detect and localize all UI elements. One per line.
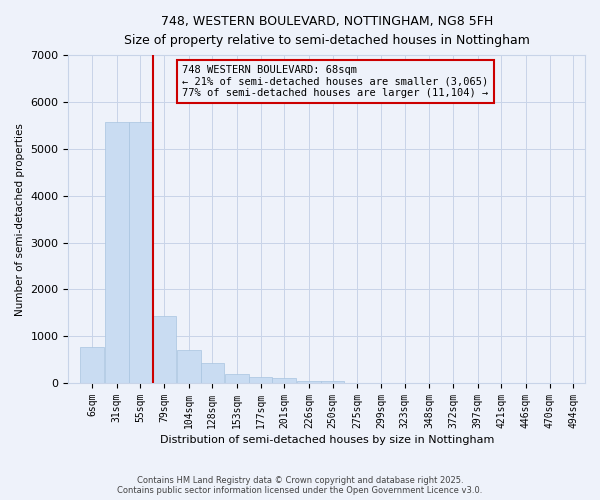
Text: 748 WESTERN BOULEVARD: 68sqm
← 21% of semi-detached houses are smaller (3,065)
7: 748 WESTERN BOULEVARD: 68sqm ← 21% of se… <box>182 65 488 98</box>
Bar <box>200 363 224 383</box>
Bar <box>321 380 344 383</box>
Bar <box>177 350 200 383</box>
Bar <box>152 316 176 383</box>
Bar <box>225 374 249 383</box>
Bar <box>249 377 272 383</box>
Text: Contains HM Land Registry data © Crown copyright and database right 2025.
Contai: Contains HM Land Registry data © Crown c… <box>118 476 482 495</box>
Bar <box>272 378 296 383</box>
Bar <box>80 346 104 383</box>
Y-axis label: Number of semi-detached properties: Number of semi-detached properties <box>15 122 25 316</box>
Bar <box>105 122 128 383</box>
Bar <box>128 122 152 383</box>
X-axis label: Distribution of semi-detached houses by size in Nottingham: Distribution of semi-detached houses by … <box>160 435 494 445</box>
Title: 748, WESTERN BOULEVARD, NOTTINGHAM, NG8 5FH
Size of property relative to semi-de: 748, WESTERN BOULEVARD, NOTTINGHAM, NG8 … <box>124 15 530 47</box>
Bar <box>297 380 321 383</box>
